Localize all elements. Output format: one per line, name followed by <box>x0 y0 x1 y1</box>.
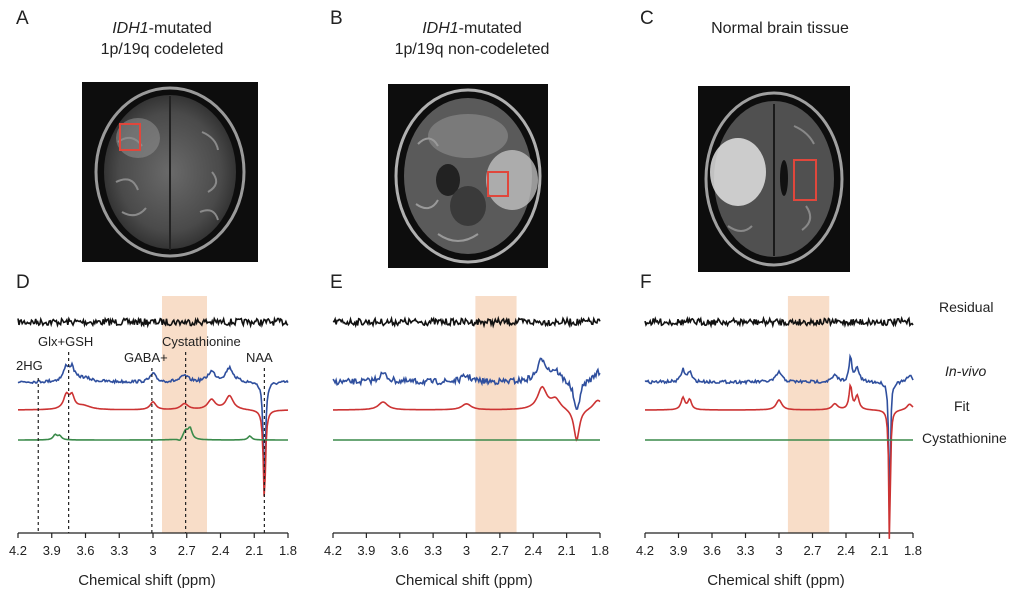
series-fit-e <box>333 385 601 442</box>
series-residual-d <box>17 316 289 329</box>
series-invivo-f <box>644 353 914 511</box>
panel-b-mutation: -mutated <box>458 20 522 37</box>
x-tick-label: 3 <box>775 543 782 558</box>
x-tick-label: 2.1 <box>558 543 576 558</box>
x-tick-label: 3 <box>463 543 470 558</box>
x-tick-label: 3.6 <box>76 543 94 558</box>
label-naa: NAA <box>246 350 273 365</box>
x-tick-label: 2.7 <box>803 543 821 558</box>
x-tick-label: 1.8 <box>591 543 609 558</box>
panel-letter-b: B <box>330 8 343 29</box>
x-tick-label: 2.1 <box>245 543 263 558</box>
legend-residual: Residual <box>939 299 993 315</box>
x-tick-label: 3.9 <box>357 543 375 558</box>
mri-image-a <box>82 82 258 262</box>
x-tick-label: 2.4 <box>524 543 542 558</box>
x-tick-label: 3.3 <box>424 543 442 558</box>
panel-a-mutation: -mutated <box>148 20 212 37</box>
x-tick-label: 3.6 <box>703 543 721 558</box>
panel-letter-c: C <box>640 8 654 29</box>
roi-box-a <box>119 123 141 151</box>
panel-a-gene: IDH1 <box>112 20 149 37</box>
series-fit-d <box>18 391 289 497</box>
label-gaba: GABA+ <box>124 350 168 365</box>
series-residual-e <box>332 315 601 329</box>
x-tick-label: 2.1 <box>870 543 888 558</box>
x-tick-label: 4.2 <box>9 543 27 558</box>
x-tick-label: 3.3 <box>110 543 128 558</box>
panel-letter-a: A <box>16 8 29 29</box>
x-tick-label: 2.7 <box>178 543 196 558</box>
xlabel-d: Chemical shift (ppm) <box>78 572 216 589</box>
x-tick-label: 1.8 <box>279 543 297 558</box>
panel-letter-f: F <box>640 272 652 293</box>
series-fit-f <box>645 382 914 539</box>
highlight-band-e <box>475 296 517 533</box>
x-tick-label: 3.9 <box>669 543 687 558</box>
mri-image-b <box>388 84 548 268</box>
panel-a-subtitle: 1p/19q codeleted <box>100 41 224 58</box>
highlight-band-d <box>162 296 207 533</box>
panel-b-subtitle: 1p/19q non-codeleted <box>394 41 550 58</box>
series-residual-f <box>644 315 914 329</box>
roi-box-b <box>487 171 509 197</box>
x-tick-label: 3.3 <box>736 543 754 558</box>
series-invivo-d <box>17 361 289 485</box>
mri-image-c <box>698 86 850 272</box>
legend-fit: Fit <box>954 398 970 414</box>
x-tick-label: 2.4 <box>211 543 229 558</box>
x-tick-label: 2.7 <box>491 543 509 558</box>
x-tick-label: 3.9 <box>43 543 61 558</box>
label-2hg: 2HG <box>16 358 43 373</box>
x-tick-label: 3 <box>149 543 156 558</box>
x-tick-label: 1.8 <box>904 543 922 558</box>
label-cystathionine-peak: Cystathionine <box>162 334 241 349</box>
x-tick-label: 4.2 <box>636 543 654 558</box>
panel-letter-e: E <box>330 272 343 293</box>
x-tick-label: 4.2 <box>324 543 342 558</box>
panel-b-title: IDH1-mutated 1p/19q non-codeleted <box>352 18 592 60</box>
series-invivo-e <box>332 357 601 411</box>
label-glx-gsh: Glx+GSH <box>38 334 93 349</box>
panel-letter-d: D <box>16 272 30 293</box>
roi-box-c <box>793 159 817 201</box>
panel-c-title: Normal brain tissue <box>711 20 849 37</box>
legend-cystathionine: Cystathionine <box>922 430 1007 446</box>
xlabel-f: Chemical shift (ppm) <box>707 572 845 589</box>
xlabel-e: Chemical shift (ppm) <box>395 572 533 589</box>
x-tick-label: 2.4 <box>837 543 855 558</box>
highlight-band-f <box>787 296 830 533</box>
x-tick-label: 3.6 <box>391 543 409 558</box>
panel-b-gene: IDH1 <box>422 20 459 37</box>
series-cystathionine-d <box>18 426 288 442</box>
legend-invivo: In-vivo <box>945 363 986 379</box>
panel-a-title: IDH1-mutated 1p/19q codeleted <box>42 18 282 60</box>
